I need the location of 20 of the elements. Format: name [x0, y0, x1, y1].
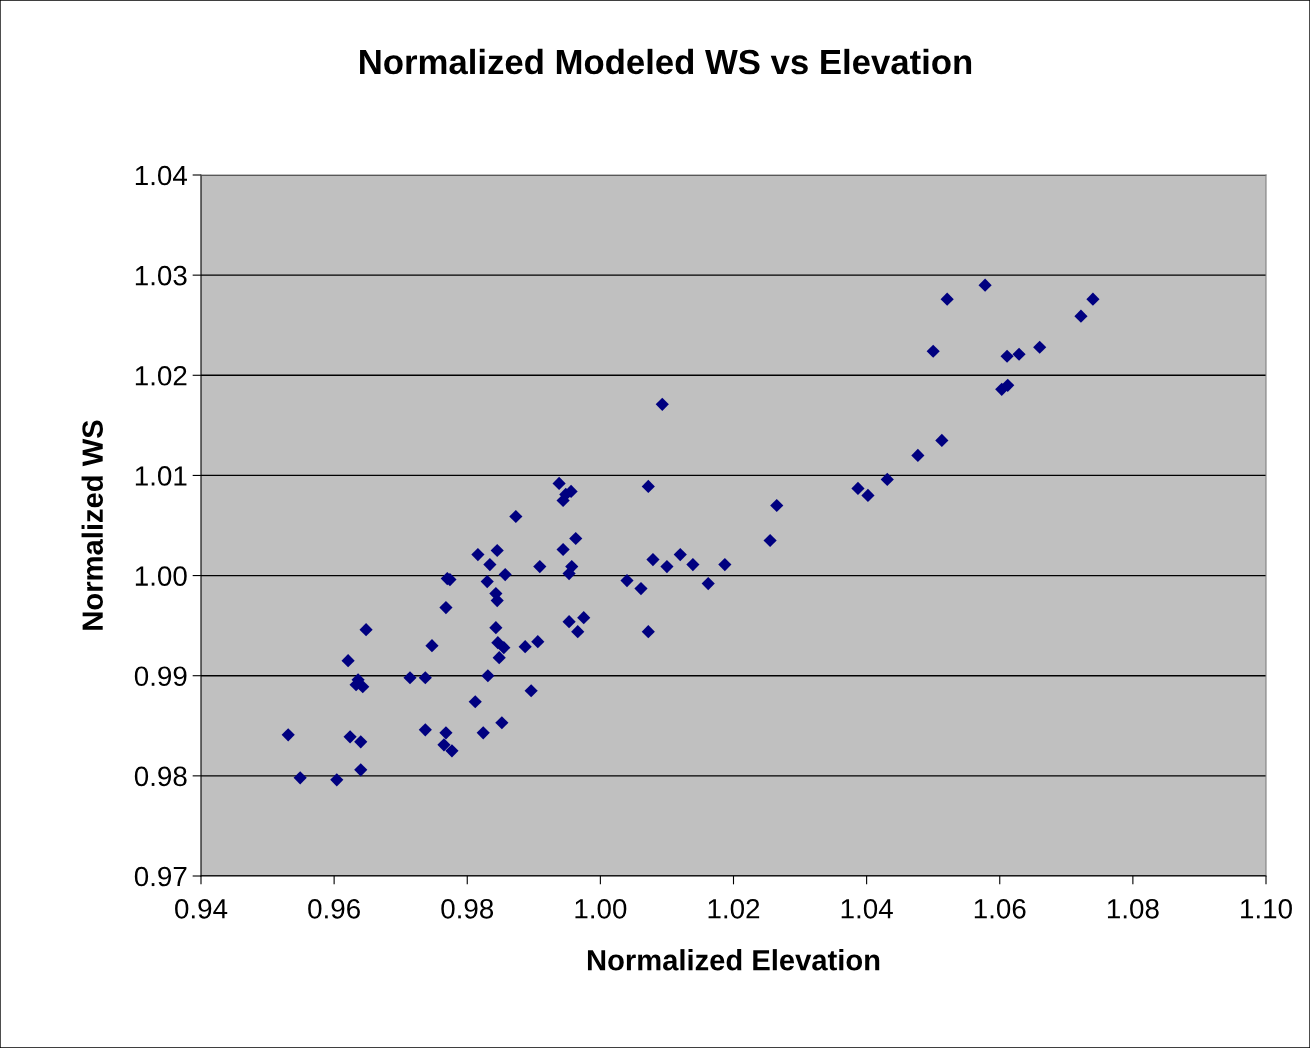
y-tick-label: 0.99 [134, 666, 187, 687]
x-tick-label: 1.08 [1107, 898, 1159, 919]
x-tick-label: 1.06 [974, 898, 1026, 919]
x-tick-label: 1.00 [575, 898, 627, 919]
x-tick-label: 0.94 [175, 898, 228, 919]
x-axis-title: Normalized Elevation [587, 949, 880, 971]
y-tick-label: 0.97 [134, 866, 187, 887]
y-tick-label: 1.02 [135, 365, 187, 386]
chart-title: Normalized Modeled WS vs Elevation [360, 48, 972, 75]
y-tick-label: 0.98 [134, 766, 187, 787]
y-tick-label: 1.00 [135, 566, 187, 586]
y-axis-title: Normalized WS [81, 420, 103, 630]
x-tick-label: 1.10 [1241, 898, 1292, 919]
x-tick-label: 0.98 [441, 898, 494, 919]
y-tick-label: 1.03 [135, 265, 187, 286]
x-tick-label: 1.02 [708, 898, 760, 919]
x-tick-label: 1.04 [841, 898, 893, 919]
y-tick-label: 1.01 [135, 466, 187, 486]
y-tick-label: 1.04 [135, 165, 187, 186]
x-tick-label: 0.96 [308, 898, 360, 919]
